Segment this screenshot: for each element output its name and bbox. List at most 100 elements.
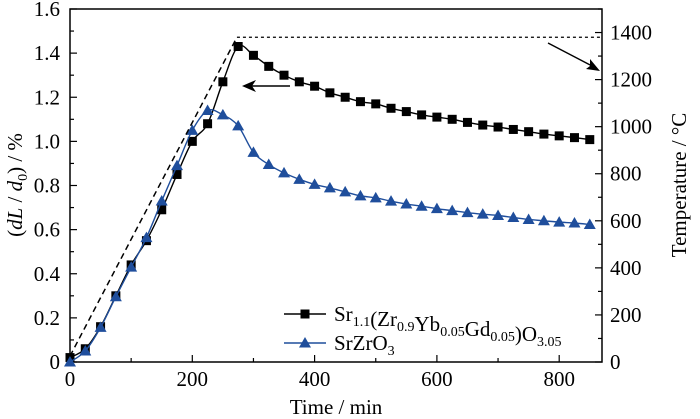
triangle-marker — [293, 173, 306, 184]
series-1 — [64, 104, 596, 367]
y2-tick-label: 1000 — [610, 115, 652, 139]
legend-item: SrZrO3 — [284, 331, 395, 359]
square-marker — [187, 136, 197, 146]
square-marker — [569, 133, 579, 143]
triangle-marker — [537, 214, 550, 226]
y2-tick-label: 200 — [610, 303, 642, 327]
square-marker — [233, 42, 243, 52]
square-marker — [294, 77, 304, 87]
triangle-marker — [125, 261, 138, 272]
temperature-ramp-line — [69, 36, 238, 357]
triangle-marker — [262, 158, 275, 170]
square-marker — [325, 88, 335, 98]
triangle-marker — [64, 356, 76, 367]
y-tick-label: 1.2 — [34, 85, 60, 109]
square-marker — [447, 114, 457, 124]
triangle-marker — [446, 204, 459, 216]
triangle-marker — [339, 185, 352, 197]
triangle-marker — [553, 216, 566, 227]
triangle-marker — [323, 181, 336, 193]
axes: 0 200 400 600 800 0 0.2 0.4 0.6 0.8 1.0 1.2 1.4 1.6 0 2… — [34, 0, 652, 391]
y-tick-label: 0.2 — [34, 306, 60, 330]
x-tick-label: 600 — [421, 367, 453, 391]
square-marker — [371, 99, 381, 109]
square-marker — [417, 110, 427, 120]
triangle-marker — [507, 211, 520, 222]
annotations — [242, 42, 600, 92]
y-tick-label: 0 — [50, 350, 61, 374]
triangle-marker — [400, 198, 413, 209]
square-marker — [401, 107, 411, 117]
triangle-marker — [583, 218, 596, 230]
legend-label: Sr1.1(Zr0.9Yb0.05Gd0.05)O3.05 — [334, 302, 562, 350]
y2-axis-label: Temperature / °C — [667, 113, 691, 258]
square-marker — [203, 119, 213, 129]
x-tick-label: 400 — [299, 367, 331, 391]
y-tick-label: 0.8 — [34, 174, 60, 198]
left-arrow-head — [242, 80, 256, 92]
y-axis-label: (dL / d0) / % — [3, 133, 31, 237]
triangle-marker — [79, 344, 92, 356]
square-marker — [386, 103, 396, 113]
triangle-marker — [415, 200, 428, 211]
triangle-marker — [430, 202, 443, 214]
triangle-marker — [308, 178, 321, 189]
square-marker — [462, 117, 472, 127]
right-arrow-shaft — [547, 42, 595, 68]
square-marker — [172, 169, 182, 179]
x-tick-label: 800 — [543, 367, 575, 391]
triangle-marker — [94, 321, 107, 332]
triangle-marker — [216, 108, 229, 120]
y2-tick-label: 0 — [610, 350, 621, 374]
square-marker — [248, 50, 258, 60]
square-marker — [157, 205, 167, 215]
square-marker — [264, 61, 274, 71]
y-tick-label: 1.0 — [34, 129, 60, 153]
triangle-marker — [186, 124, 199, 135]
square-marker — [279, 70, 289, 80]
triangle-marker — [476, 208, 489, 219]
legend-label: SrZrO3 — [334, 331, 395, 359]
temperature-series — [69, 36, 602, 357]
legend-square-marker — [300, 309, 310, 319]
square-marker — [554, 131, 564, 141]
square-marker — [432, 112, 442, 122]
y-tick-label: 0.6 — [34, 218, 60, 242]
square-marker — [478, 120, 488, 130]
triangle-marker — [568, 217, 581, 228]
y2-tick-label: 1200 — [610, 68, 652, 92]
triangle-marker — [278, 166, 291, 178]
triangle-marker — [369, 191, 382, 203]
square-marker — [218, 77, 228, 87]
y2-tick-label: 1400 — [610, 21, 652, 45]
y2-tick-label: 400 — [610, 256, 642, 280]
square-marker — [340, 92, 350, 102]
series-layer — [64, 36, 602, 367]
square-marker — [508, 124, 518, 134]
square-marker — [310, 81, 320, 91]
x-tick-label: 200 — [177, 367, 209, 391]
x-tick-label: 0 — [65, 367, 76, 391]
square-marker — [355, 97, 365, 107]
triangle-marker — [385, 195, 398, 206]
legend-triangle-marker — [299, 337, 311, 348]
triangle-marker — [201, 104, 214, 115]
square-marker — [493, 122, 503, 132]
x-axis-label: Time / min — [290, 395, 383, 419]
triangle-marker — [155, 194, 168, 206]
triangle-marker — [522, 213, 535, 224]
square-marker — [524, 127, 534, 137]
triangle-marker — [247, 146, 260, 157]
y2-tick-label: 600 — [610, 209, 642, 233]
triangle-marker — [171, 159, 184, 171]
series-0 — [65, 42, 595, 363]
triangle-marker — [492, 209, 505, 221]
right-arrow-head — [586, 59, 600, 71]
legend-item: Sr1.1(Zr0.9Yb0.05Gd0.05)O3.05 — [284, 302, 562, 350]
triangle-marker — [140, 231, 153, 243]
triangle-marker — [232, 119, 245, 131]
y-tick-label: 1.6 — [34, 0, 60, 21]
square-marker — [585, 135, 595, 145]
